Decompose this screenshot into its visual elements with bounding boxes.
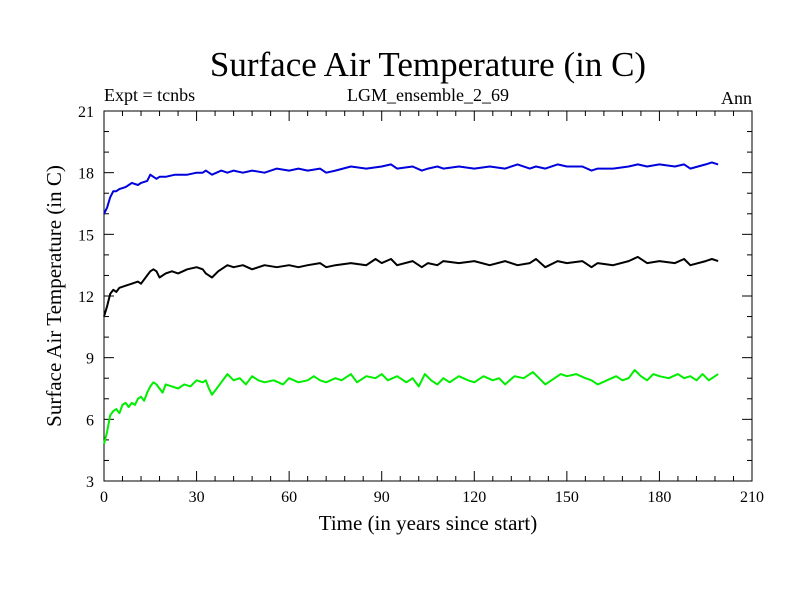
axis-ticks: 0 30 60 90 120 150 180 210 3 6 9 12 15 18 21 (78, 104, 764, 506)
series-layer (103, 161, 719, 445)
x-tick-label: 90 (374, 489, 390, 506)
series-line-blue (103, 161, 719, 215)
plot-frame (103, 110, 753, 482)
y-tick-label: 12 (78, 289, 94, 306)
x-axis-label: Time (in years since start) (319, 511, 538, 535)
series-line-black (103, 255, 719, 317)
x-tick-label: 0 (100, 489, 108, 506)
experiment-label: Expt = tcnbs (104, 85, 195, 105)
y-tick-label: 15 (78, 227, 94, 244)
x-tick-label: 60 (281, 489, 297, 506)
x-tick-label: 210 (740, 489, 764, 506)
y-tick-label: 18 (78, 166, 94, 183)
ensemble-label: LGM_ensemble_2_69 (347, 85, 509, 105)
x-tick-label: 150 (555, 489, 579, 506)
period-label: Ann (721, 88, 752, 108)
y-tick-label: 21 (78, 104, 94, 121)
x-tick-label: 120 (462, 489, 486, 506)
y-tick-label: 6 (86, 412, 94, 429)
series-line-green (103, 369, 719, 445)
chart-title: Surface Air Temperature (in C) (210, 45, 646, 84)
x-tick-label: 180 (647, 489, 671, 506)
x-tick-label: 30 (189, 489, 205, 506)
y-tick-label: 9 (86, 351, 94, 368)
y-axis-label: Surface Air Temperature (in C) (42, 165, 66, 427)
y-tick-label: 3 (86, 474, 94, 491)
